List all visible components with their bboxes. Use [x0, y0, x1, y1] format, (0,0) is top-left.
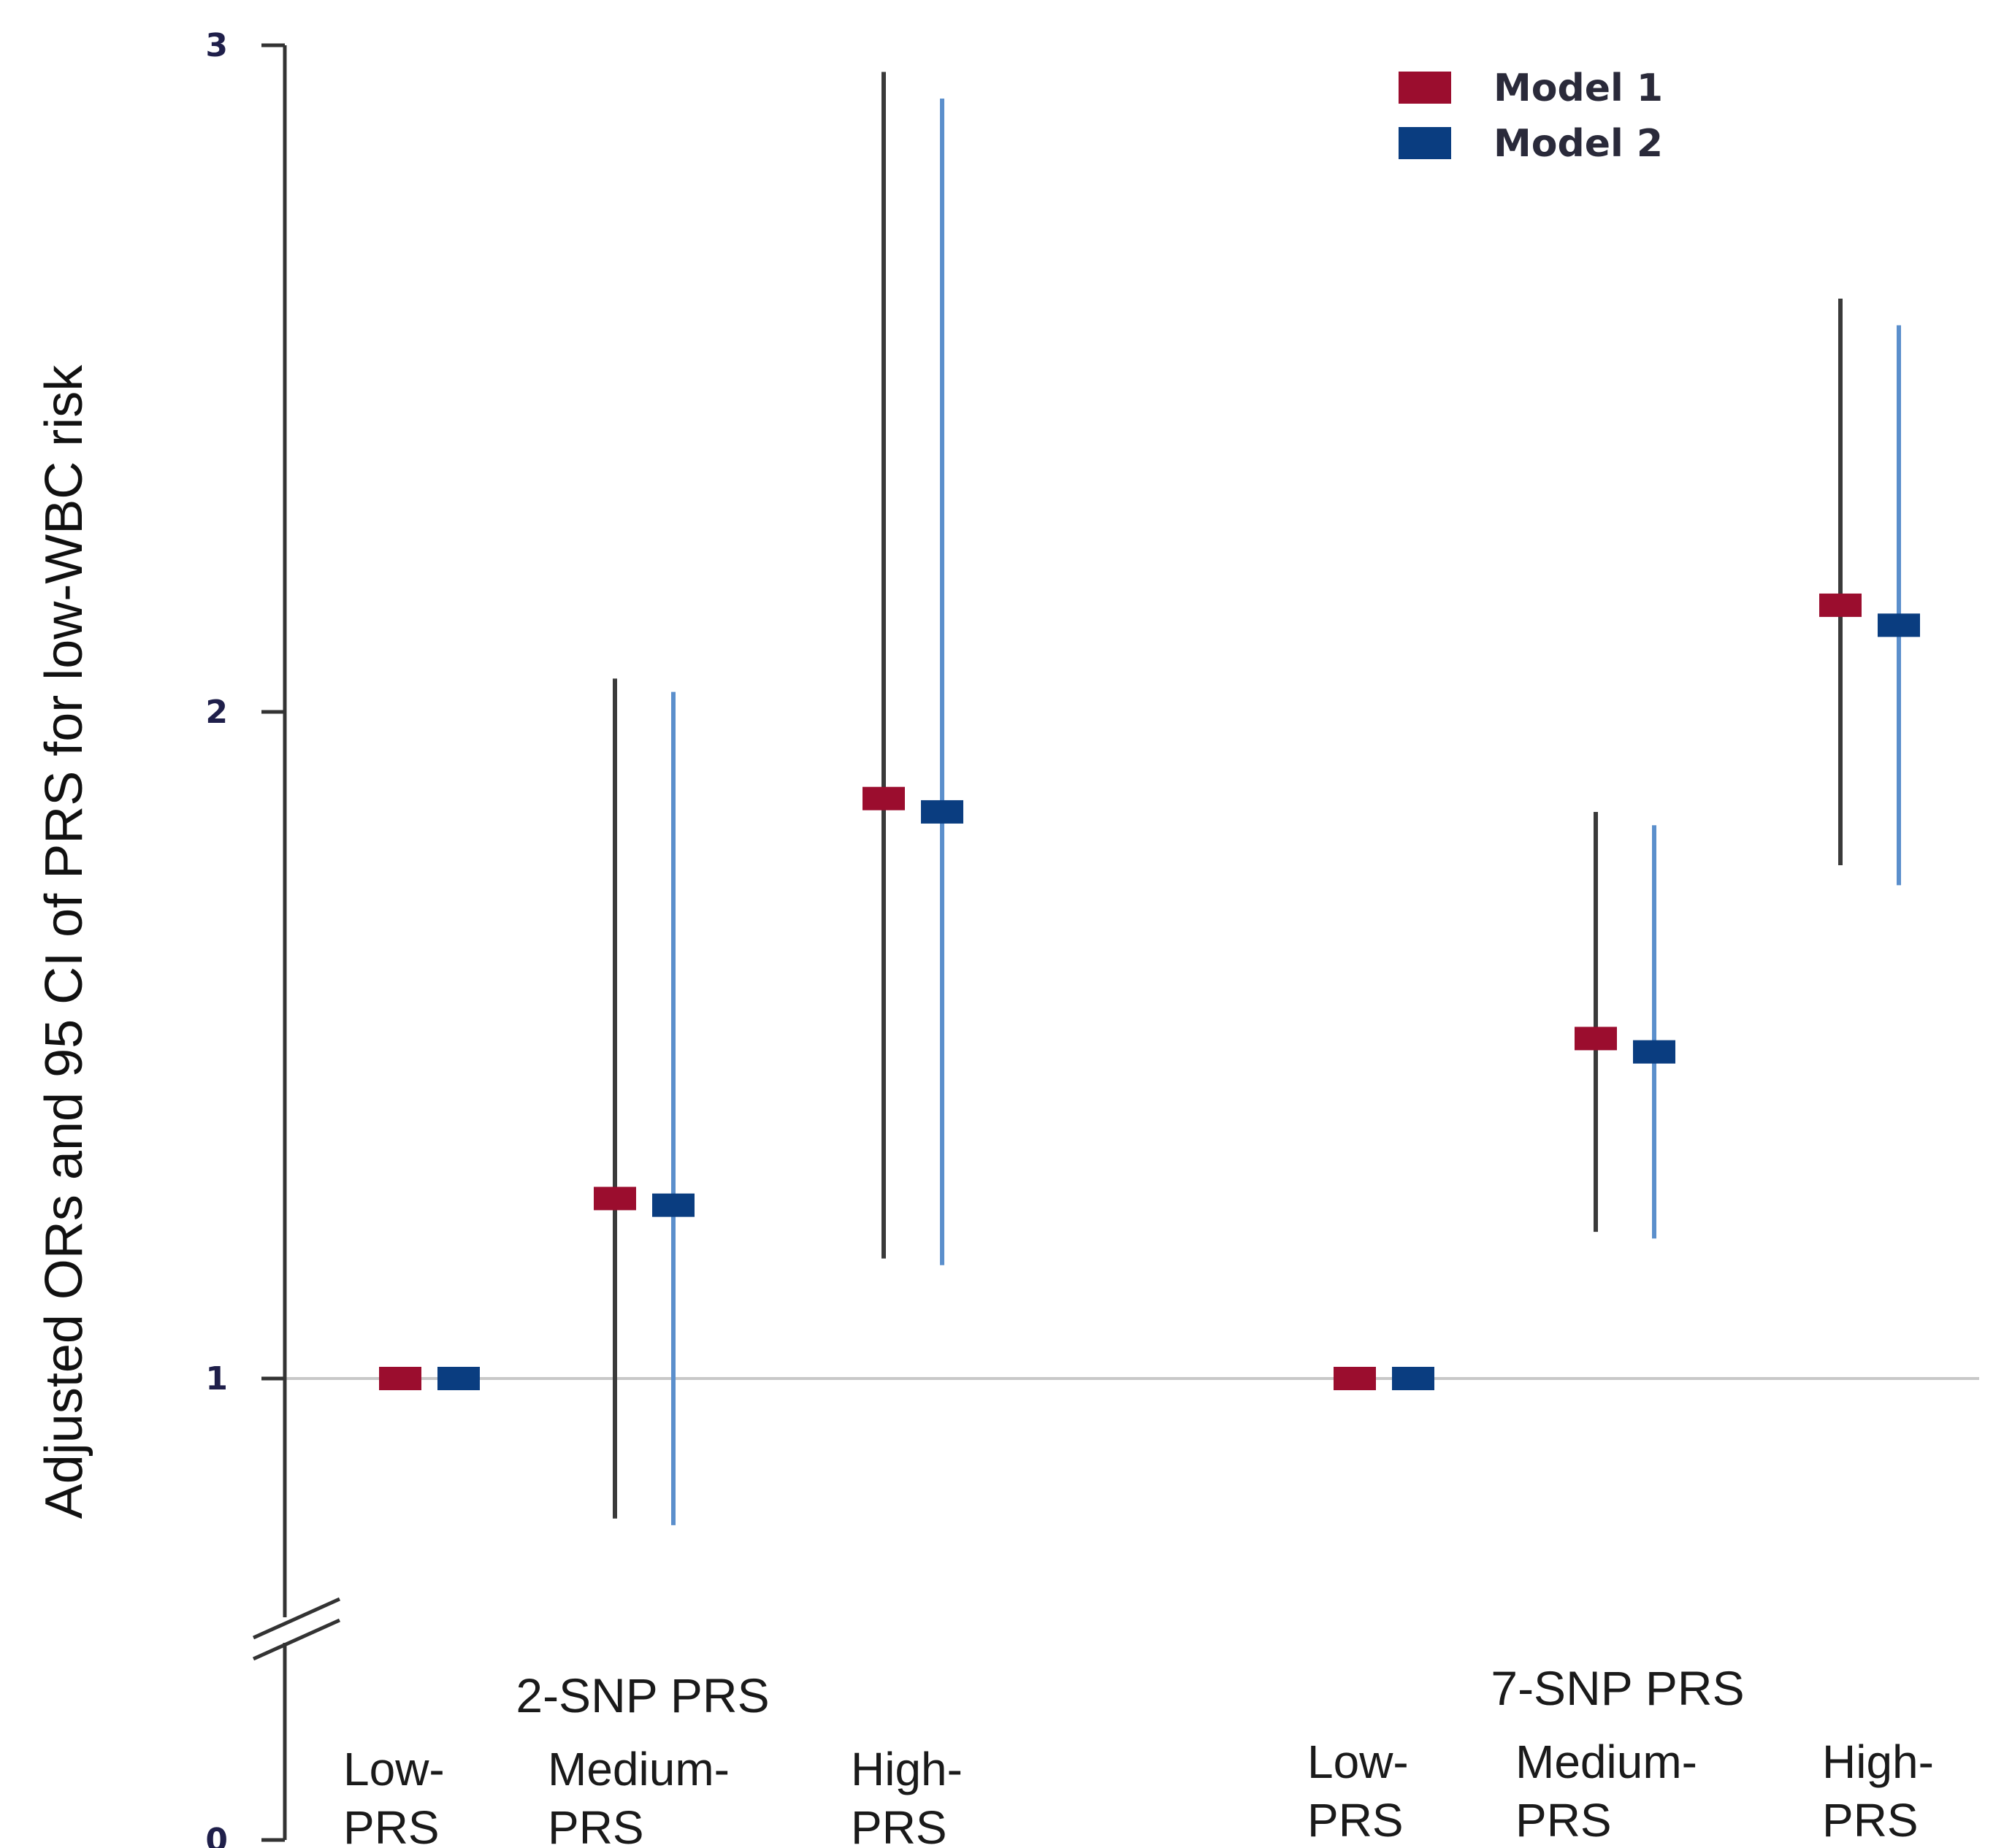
or-point-model2: [1633, 1040, 1675, 1064]
y-axis-title: Adjusted ORs and 95 CI of PRS for low-WB…: [35, 364, 93, 1519]
y-tick-label: 3: [205, 27, 228, 64]
category-label-line2: PRS: [1822, 1794, 1919, 1847]
category-label-line2: PRS: [1515, 1794, 1612, 1847]
or-point-model1: [1575, 1027, 1617, 1051]
legend-label-2: Model 2: [1494, 122, 1663, 166]
y-tick-label: 0: [205, 1822, 228, 1848]
or-point-model2: [1878, 613, 1920, 637]
or-point-model1: [863, 786, 905, 810]
category-label-line2: PRS: [343, 1801, 440, 1848]
category-labels: 2-SNP PRS 7-SNP PRS Low- PRS Medium- PRS High-…: [343, 1661, 1934, 1848]
category-label-line1: Low-: [343, 1743, 445, 1795]
category-label-line1: High-: [1822, 1736, 1934, 1788]
category-label-line1: Low-: [1307, 1736, 1409, 1788]
or-point-model1: [1819, 593, 1862, 617]
legend-swatch-1: [1399, 72, 1451, 104]
category-label-line1: High-: [851, 1743, 963, 1795]
or-point-model1: [594, 1186, 636, 1211]
y-tick-label: 2: [205, 694, 228, 731]
or-point-model1: [379, 1367, 421, 1390]
axis-break-mark-2: [252, 1618, 341, 1661]
or-point-model2: [921, 800, 963, 824]
legend-label-1: Model 1: [1494, 66, 1663, 110]
category-label-line2: PRS: [548, 1801, 644, 1848]
legend-swatch-2: [1399, 127, 1451, 159]
plot-marks: [379, 72, 1920, 1525]
axis-break-mark-1: [252, 1597, 341, 1640]
legend: Model 1 Model 2: [1399, 66, 1663, 166]
y-tick-label: 1: [205, 1360, 228, 1397]
category-label-line1: Medium-: [548, 1743, 730, 1795]
or-point-model2: [652, 1193, 695, 1217]
y-axis: 0 1 2 3 Adjusted ORs and 95 CI of PRS for lo…: [35, 27, 341, 1848]
or-point-model2: [1392, 1367, 1434, 1390]
group-label: 7-SNP PRS: [1491, 1661, 1744, 1715]
category-label-line2: PRS: [851, 1801, 947, 1848]
category-label-line1: Medium-: [1515, 1736, 1697, 1788]
or-point-model2: [437, 1367, 480, 1390]
or-point-model1: [1334, 1367, 1376, 1390]
category-label-line2: PRS: [1307, 1794, 1404, 1847]
group-label: 2-SNP PRS: [516, 1668, 769, 1722]
